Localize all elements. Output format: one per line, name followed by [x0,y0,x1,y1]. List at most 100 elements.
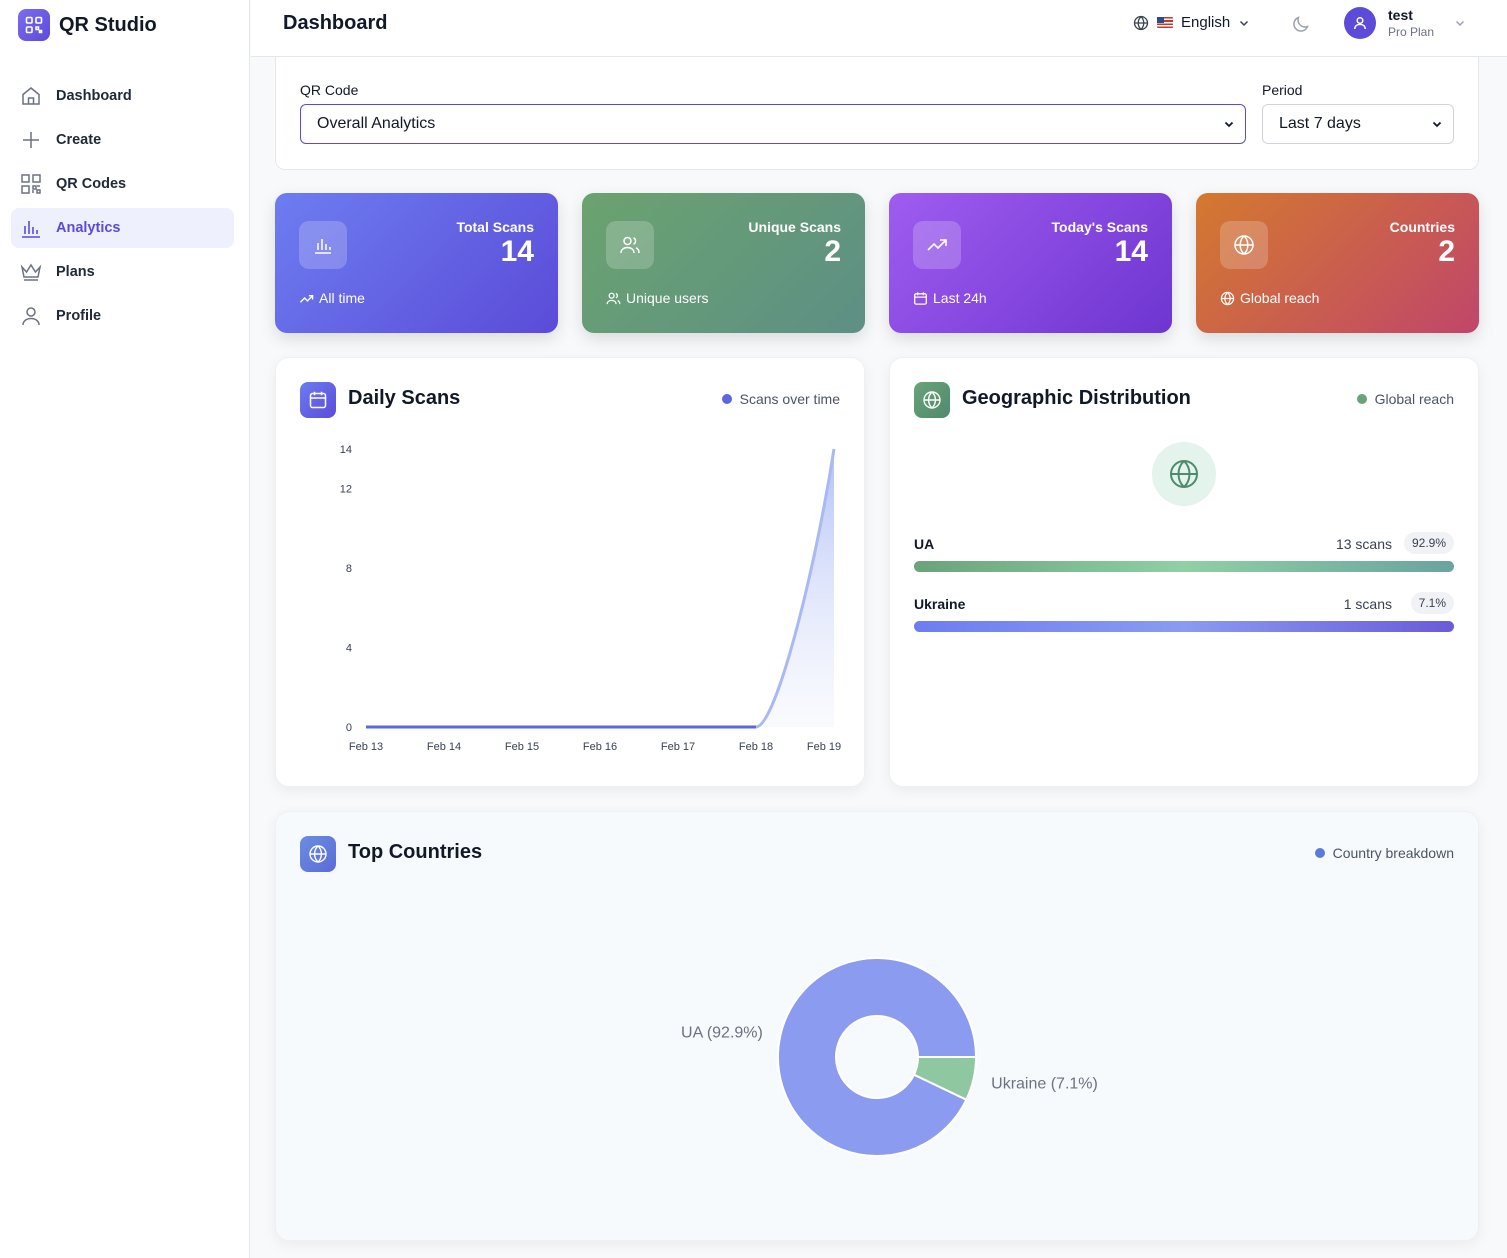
sidebar-item-label: Dashboard [56,88,132,104]
x-tick-label: Feb 17 [661,741,695,753]
filters-card: QR Code Overall Analytics Period Last 7 … [275,56,1479,170]
chevron-down-icon [1224,121,1234,128]
top-header: Dashboard English test Pro Plan [251,0,1507,57]
brand[interactable]: QR Studio [18,9,157,41]
stat-footer-text: Global reach [1240,290,1320,306]
bar-chart-icon [20,217,42,239]
sidebar-item-label: Plans [56,264,95,280]
top-countries-legend: Country breakdown [1314,845,1454,861]
user-icon [1354,16,1366,30]
calendar-icon [914,291,927,305]
stat-footer-text: Last 24h [933,290,987,306]
globe-icon [1133,15,1149,30]
chart-legend: Scans over time [721,391,840,407]
crown-icon [20,261,42,283]
period-label: Period [1262,82,1303,98]
legend-dot [1314,848,1325,858]
sidebar-item-label: QR Codes [56,176,127,192]
stat-footer: Last 24h [913,290,987,306]
qr-code-select-value: Overall Analytics [317,115,436,132]
sidebar-item-label: Create [56,132,102,148]
y-tick-label: 4 [346,643,352,655]
x-tick-label: Feb 14 [427,741,461,753]
stat-value: 2 [1438,235,1455,268]
top-countries-panel: Top Countries Country breakdown UA (92.9… [275,811,1479,1241]
geo-distribution-panel: Geographic Distribution Global reach UA … [889,357,1479,787]
stat-footer: Global reach [1220,290,1319,306]
country-scans: 13 scans [1335,536,1392,552]
chevron-down-icon [1240,20,1249,26]
page-title: Dashboard [283,12,388,34]
daily-scans-chart: 0 4 8 12 14 Feb 13 Feb 14 Feb 15 Feb 16 Feb 17 Fe… [340,444,841,753]
daily-scans-title: Daily Scans [348,387,461,409]
home-icon [20,85,42,107]
sidebar-item-qr-codes[interactable]: QR Codes [11,164,234,204]
sidebar-item-analytics[interactable]: Analytics [11,208,234,248]
app-name: QR Studio [59,13,157,36]
sidebar-item-dashboard[interactable]: Dashboard [11,76,234,116]
stat-footer-text: All time [319,290,365,306]
y-tick-label: 0 [346,722,352,734]
x-tick-label: Feb 19 [807,741,841,753]
legend-label: Country breakdown [1332,845,1454,861]
y-tick-label: 12 [340,484,352,496]
legend-dot [1356,394,1367,404]
geo-title: Geographic Distribution [962,387,1191,409]
chevron-down-icon [1456,20,1465,27]
x-tick-label: Feb 18 [739,741,773,753]
globe-icon [1220,291,1235,305]
country-name: Ukraine [914,596,966,612]
x-tick-label: Feb 13 [349,741,383,753]
legend-label: Global reach [1374,391,1454,407]
sidebar-item-profile[interactable]: Profile [11,296,234,336]
country-scans: 1 scans [1343,596,1392,612]
us-flag-icon [1157,17,1173,28]
language-label: English [1181,14,1231,31]
period-select-value: Last 7 days [1279,115,1361,132]
x-tick-label: Feb 15 [505,741,539,753]
stat-card-total-scans: Total Scans 14 All time [275,193,558,333]
sidebar-item-label: Profile [56,308,102,324]
bar-chart-icon [299,221,347,269]
stat-value: 14 [500,235,534,268]
pie-slice-label: UA (92.9%) [681,1025,763,1042]
stat-label: Countries [1389,219,1455,235]
plus-icon [20,129,42,151]
stat-card-countries: Countries 2 Global reach [1196,193,1479,333]
users-icon [606,221,654,269]
y-tick-label: 14 [340,444,352,456]
theme-toggle-button[interactable] [1291,14,1311,39]
country-progress-bar [914,621,1454,632]
country-progress-bar [914,561,1454,572]
legend-dot [721,394,732,404]
country-percent-badge: 7.1% [1410,592,1454,614]
avatar [1344,7,1376,39]
trending-up-icon [913,221,961,269]
pie-slice[interactable] [912,1056,978,1102]
user-name: test [1388,7,1413,23]
user-menu[interactable]: test Pro Plan [1344,7,1466,39]
stat-label: Total Scans [456,219,534,235]
pie-slice[interactable] [777,957,978,1157]
globe-icon [300,836,336,872]
period-select[interactable]: Last 7 days [1262,104,1454,144]
country-percent-badge: 92.9% [1403,532,1454,554]
stat-value: 2 [824,235,841,268]
user-plan: Pro Plan [1388,25,1435,39]
chart-line [755,448,836,729]
stat-label: Unique Scans [748,219,841,235]
stat-footer: Unique users [606,290,709,306]
qr-code-select[interactable]: Overall Analytics [300,104,1246,144]
trending-up-icon [299,294,314,303]
users-icon [606,292,621,304]
y-tick-label: 8 [346,563,352,575]
language-selector[interactable]: English [1133,14,1250,31]
qr-icon [20,173,42,195]
sidebar-nav: Dashboard Create QR Codes Analytics Plan… [11,76,234,340]
qr-logo-icon [18,9,50,41]
sidebar-item-plans[interactable]: Plans [11,252,234,292]
stat-label: Today's Scans [1051,219,1148,235]
sidebar-item-create[interactable]: Create [11,120,234,160]
sidebar-item-label: Analytics [56,220,121,236]
daily-scans-panel: Daily Scans Scans over time 0 4 8 12 14 Feb … [275,357,865,787]
